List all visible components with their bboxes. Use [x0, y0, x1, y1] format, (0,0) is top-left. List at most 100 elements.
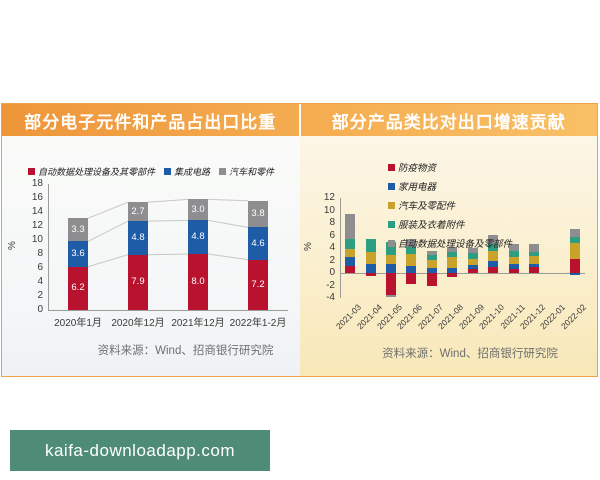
legend-item: 家用电器 — [388, 179, 512, 193]
chart-legend: 防疫物资 家用电器 汽车及零配件 服装及衣着附件 自动数据处理设备及零部件 — [388, 160, 512, 255]
header-divider — [298, 104, 301, 136]
legend-swatch-icon — [388, 220, 395, 228]
bar-segment — [345, 238, 356, 249]
card-body: 资料来源：Wind、招商银行研究院 % 0 2 4 6 8 10 12 14 16 18 6.2 7.9… — [2, 136, 597, 376]
legend-label: 汽车及零配件 — [398, 201, 456, 212]
y-tick-label: 12 — [31, 220, 43, 231]
bar-segment — [365, 273, 376, 276]
bar-segment — [447, 257, 458, 268]
bar-segment — [386, 294, 397, 298]
x-category-label: 2021年12月 — [171, 318, 225, 329]
bar-segment — [447, 268, 458, 273]
y-tick-label: -4 — [326, 292, 335, 303]
legend-label: 自动数据处理设备及其零部件 — [37, 167, 155, 177]
bar-segment — [488, 234, 499, 244]
bar-segment — [426, 268, 437, 273]
x-category-label: 2020年12月 — [111, 318, 165, 329]
bar-segment — [128, 221, 148, 255]
bar-segment — [447, 252, 458, 258]
bar-value-label: 6.2 — [71, 282, 85, 294]
legend-label: 服装及衣着附件 — [398, 220, 465, 231]
bar-segment — [248, 259, 268, 310]
bar-segment — [508, 251, 519, 257]
bar-value-label: 3.8 — [251, 208, 265, 220]
legend-item: 自动数据处理设备及零部件 — [388, 236, 512, 250]
bar-segment — [406, 273, 417, 284]
y-tick-label: 8 — [329, 217, 335, 228]
bar-segment — [569, 273, 580, 275]
bar-segment — [447, 273, 458, 278]
y-tick-label: 8 — [37, 248, 43, 259]
chart-legend: 自动数据处理设备及其零部件 集成电路 汽车和零件 — [2, 165, 300, 178]
bar-value-label: 4.6 — [251, 237, 265, 249]
legend-swatch-icon — [388, 182, 395, 190]
bar-segment — [467, 258, 478, 265]
bar-segment — [508, 256, 519, 265]
bar-segment — [488, 261, 499, 268]
y-axis-line — [48, 184, 49, 310]
bar-segment — [467, 248, 478, 253]
y-axis-line — [340, 198, 341, 298]
bar-value-label: 7.9 — [131, 276, 145, 288]
left-source-note: 资料来源：Wind、招商银行研究院 — [97, 345, 274, 357]
x-category-label: 2020年1月 — [54, 318, 102, 329]
bar-segment — [406, 253, 417, 266]
legend-item: 自动数据处理设备及其零部件 — [27, 165, 155, 178]
bar-segment — [386, 241, 397, 255]
legend-swatch-icon — [388, 163, 395, 171]
bar-segment — [447, 246, 458, 253]
bar-segment — [345, 248, 356, 257]
bar-segment — [188, 199, 208, 221]
bar-segment — [365, 252, 376, 264]
bar-segment — [248, 227, 268, 260]
bar-value-label: 8.0 — [191, 276, 205, 287]
y-tick-label: 2 — [329, 254, 335, 266]
y-tick-label: 4 — [329, 242, 335, 253]
legend-item: 汽车及零配件 — [388, 198, 512, 212]
right-chart-panel: 资料来源：Wind、招商银行研究院 % -4 -2 0 2 4 6 8 10 12 2021-03 2… — [300, 136, 597, 376]
y-tick-label: 6 — [329, 229, 335, 241]
bar-segment — [128, 202, 148, 222]
bar-value-label: 4.8 — [191, 231, 205, 243]
left-chart-title: 部分电子元件和产品占出口比重 — [24, 112, 277, 132]
bar-segment — [467, 253, 478, 259]
bar-segment — [188, 220, 208, 254]
left-chart-panel: 资料来源：Wind、招商银行研究院 % 0 2 4 6 8 10 12 14 16 18 6.2 7.9… — [2, 136, 300, 376]
bar-segment — [488, 243, 499, 251]
bar-segment — [406, 238, 417, 247]
zero-line — [340, 273, 585, 274]
legend-swatch-icon — [388, 239, 395, 247]
y-tick-label: 2 — [37, 290, 43, 301]
right-source-note: 资料来源：Wind、招商银行研究院 — [382, 348, 558, 360]
y-tick-label: 14 — [31, 206, 43, 217]
infographic-card: 部分电子元件和产品占出口比重 部分产品类比对出口增速贡献 资料来源：Wind、招… — [1, 103, 598, 377]
bar-segment — [528, 256, 539, 264]
bar-segment — [345, 256, 356, 266]
bar-segment — [528, 267, 539, 273]
bar-segment — [569, 228, 580, 238]
legend-swatch-icon — [219, 168, 226, 175]
legend-label: 自动数据处理设备及零部件 — [398, 239, 513, 250]
bar-segment — [467, 269, 478, 273]
legend-swatch-icon — [388, 201, 395, 209]
bar-value-label: 3.3 — [71, 223, 85, 235]
bar-segment — [488, 267, 499, 273]
bar-segment — [508, 269, 519, 273]
watermark-banner: kaifa-downloadapp.com — [10, 430, 270, 471]
bar-segment — [188, 254, 208, 310]
bar-segment — [488, 250, 499, 262]
legend-item: 服装及衣着附件 — [388, 217, 512, 231]
bar-segment — [68, 266, 88, 310]
y-tick-label: 0 — [329, 267, 335, 278]
bar-segment — [426, 259, 437, 268]
bar-segment — [528, 251, 539, 257]
legend-label: 集成电路 — [173, 167, 210, 177]
bar-segment — [406, 265, 417, 273]
bar-segment — [365, 239, 376, 253]
y-tick-label: 4 — [37, 276, 43, 287]
bar-segment — [386, 254, 397, 265]
bar-segment — [569, 243, 580, 259]
bar-segment — [508, 264, 519, 270]
bar-segment — [345, 265, 356, 273]
